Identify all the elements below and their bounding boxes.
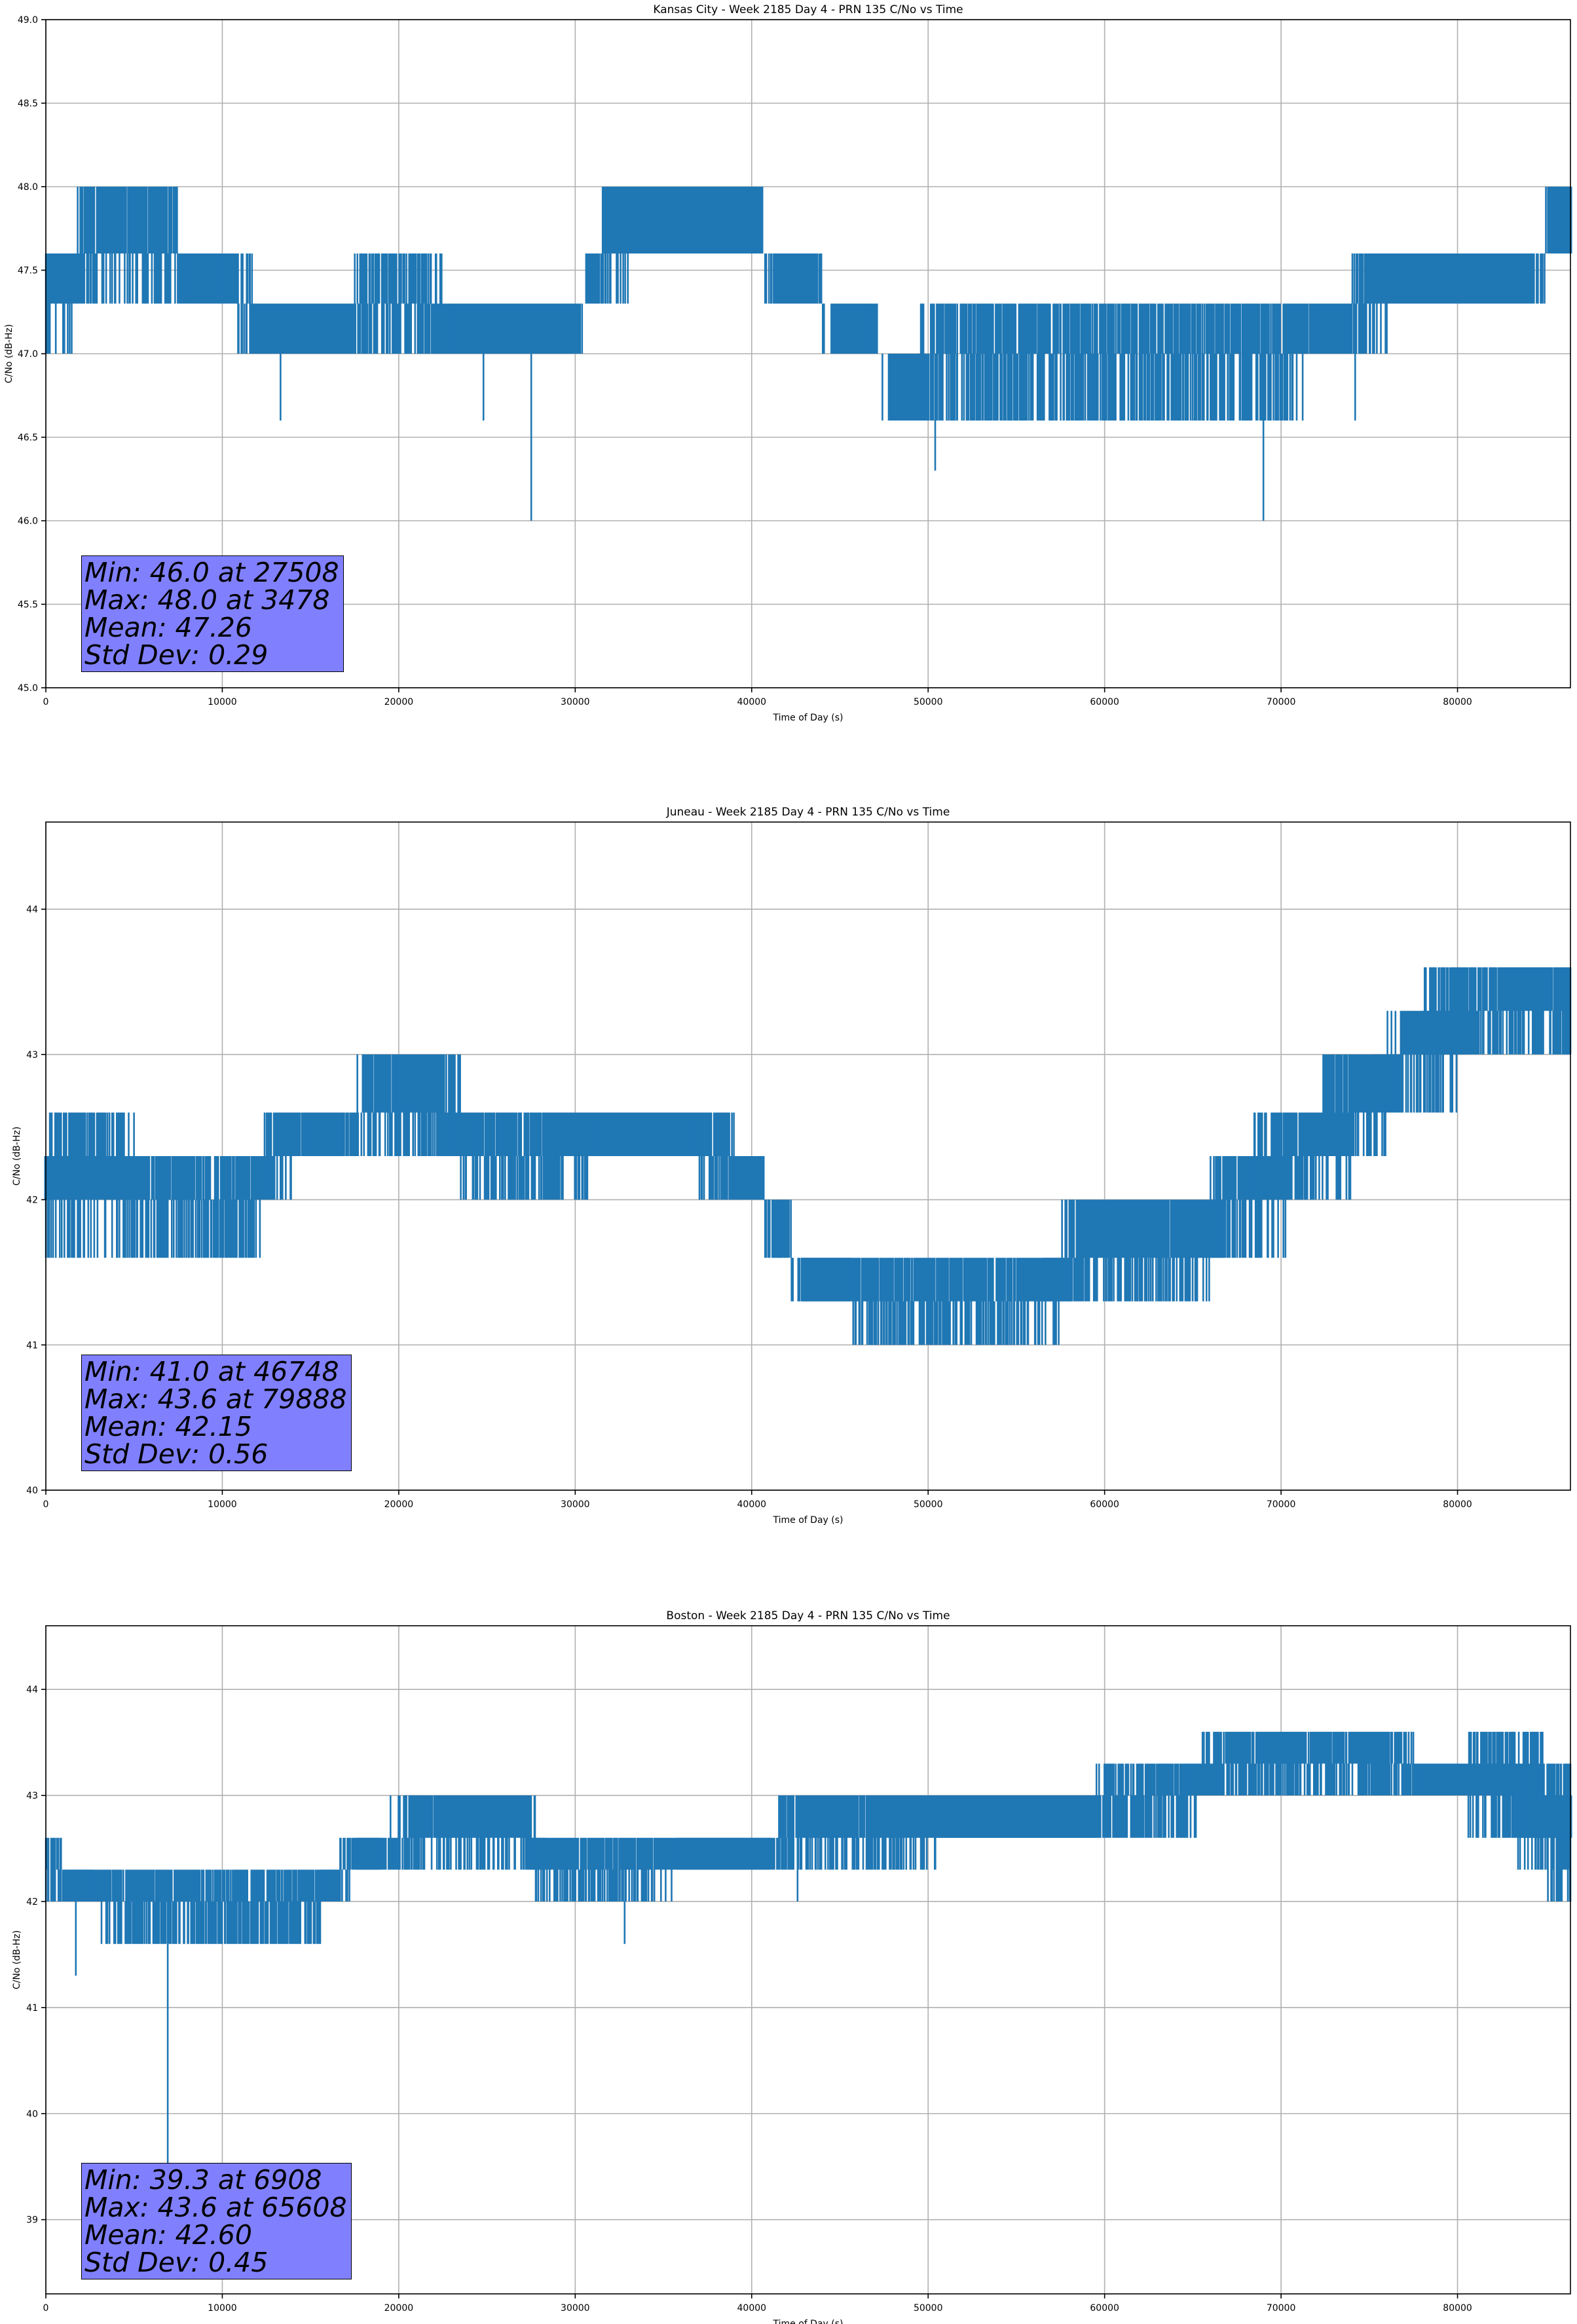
y-tick-label: 47.0 (18, 349, 38, 360)
x-tick-label: 10000 (208, 1499, 237, 1510)
stats-min: Min: 46.0 at 27508 (84, 557, 339, 588)
y-tick-label: 43 (26, 1791, 38, 1801)
y-tick-label: 42 (26, 1195, 38, 1206)
stats-box: Min: 41.0 at 46748 Max: 43.6 at 79888 Mean… (81, 1355, 352, 1471)
x-tick-label: 20000 (384, 2303, 414, 2314)
x-tick-label: 10000 (208, 2303, 237, 2314)
x-tick-label: 80000 (1443, 2303, 1472, 2314)
y-axis-label: C/No (dB-Hz) (12, 1930, 22, 1989)
y-tick-label: 47.5 (18, 266, 38, 276)
cno-series-line (45, 1731, 1572, 1944)
x-tick-label: 20000 (384, 1499, 414, 1510)
x-tick-label: 40000 (737, 697, 767, 707)
x-tick-label: 60000 (1090, 697, 1119, 707)
x-tick-label: 20000 (384, 697, 414, 707)
chart-panel-1: 0 10000 20000 30000 40000 50000 60000 70000 8000… (4, 3, 1572, 723)
x-axis-label: Time of Day (s) (773, 713, 844, 723)
x-tick-label: 0 (43, 2303, 49, 2314)
x-tick-label: 30000 (561, 2303, 590, 2314)
y-axis-label: C/No (dB-Hz) (12, 1127, 22, 1186)
x-tick-label: 30000 (561, 1499, 590, 1510)
x-tick-label: 30000 (561, 697, 590, 707)
x-tick-label: 60000 (1090, 1499, 1119, 1510)
cno-series-core (54, 187, 1572, 421)
chart-panel-3: 0 10000 20000 30000 40000 50000 60000 70000 8000… (12, 1609, 1572, 2324)
x-tick-label: 40000 (737, 1499, 767, 1510)
x-tick-label: 10000 (208, 697, 237, 707)
stats-std: Std Dev: 0.45 (84, 2247, 269, 2278)
y-axis-label: C/No (dB-Hz) (4, 324, 14, 383)
y-tick-label: 45.5 (18, 600, 38, 610)
x-tick-label: 80000 (1443, 1499, 1472, 1510)
y-tick-label: 44 (26, 1685, 38, 1695)
x-tick-label: 50000 (914, 697, 943, 707)
plot-frame (45, 821, 1571, 1491)
stats-std: Std Dev: 0.29 (84, 639, 269, 671)
y-tick-label: 45.0 (18, 683, 38, 694)
stats-mean: Mean: 47.26 (84, 612, 252, 643)
x-tick-label: 0 (43, 1499, 49, 1510)
stats-box: Min: 46.0 at 27508 Max: 48.0 at 3478 Mean:… (81, 555, 344, 672)
y-tick-label: 41 (26, 1340, 38, 1351)
x-tick-label: 50000 (914, 2303, 943, 2314)
y-tick-label: 40 (26, 2109, 38, 2120)
stats-min: Min: 41.0 at 46748 (84, 1356, 339, 1387)
y-tick-label: 43 (26, 1050, 38, 1060)
x-tick-label: 70000 (1267, 1499, 1296, 1510)
y-tick-label: 40 (26, 1486, 38, 1496)
chart-title: Boston - Week 2185 Day 4 - PRN 135 C/No … (666, 1609, 950, 1622)
stats-min: Min: 39.3 at 6908 (84, 2164, 322, 2196)
stats-box: Min: 39.3 at 6908 Max: 43.6 at 65608 Mean:… (81, 2163, 352, 2279)
stats-std: Std Dev: 0.56 (84, 1438, 269, 1470)
y-tick-label: 49.0 (18, 15, 38, 26)
y-tick-label: 46.5 (18, 433, 38, 443)
x-axis-label: Time of Day (s) (773, 2319, 844, 2324)
y-tick-label: 41 (26, 2003, 38, 2014)
x-tick-label: 70000 (1267, 2303, 1296, 2314)
y-tick-label: 48.0 (18, 182, 38, 193)
y-tick-label: 48.5 (18, 99, 38, 109)
chart-panel-2: 0 10000 20000 30000 40000 50000 60000 70000 8000… (12, 806, 1572, 1526)
y-tick-label: 42 (26, 1897, 38, 1907)
x-tick-label: 0 (43, 697, 49, 707)
stats-mean: Mean: 42.60 (84, 2219, 252, 2251)
x-tick-label: 70000 (1267, 697, 1296, 707)
x-axis-label: Time of Day (s) (773, 1515, 844, 1526)
stats-max: Max: 48.0 at 3478 (84, 584, 330, 616)
chart-title: Juneau - Week 2185 Day 4 - PRN 135 C/No … (666, 806, 950, 819)
chart-title: Kansas City - Week 2185 Day 4 - PRN 135 … (653, 3, 963, 16)
x-tick-label: 60000 (1090, 2303, 1119, 2314)
stats-max: Max: 43.6 at 65608 (84, 2192, 347, 2223)
x-tick-label: 80000 (1443, 697, 1472, 707)
y-tick-label: 39 (26, 2215, 38, 2226)
stats-mean: Mean: 42.15 (84, 1411, 252, 1442)
x-tick-label: 40000 (737, 2303, 767, 2314)
stats-max: Max: 43.6 at 79888 (84, 1383, 347, 1415)
plot-frame (45, 1625, 1571, 2295)
y-tick-label: 46.0 (18, 516, 38, 527)
x-tick-label: 50000 (914, 1499, 943, 1510)
y-tick-label: 44 (26, 905, 38, 915)
